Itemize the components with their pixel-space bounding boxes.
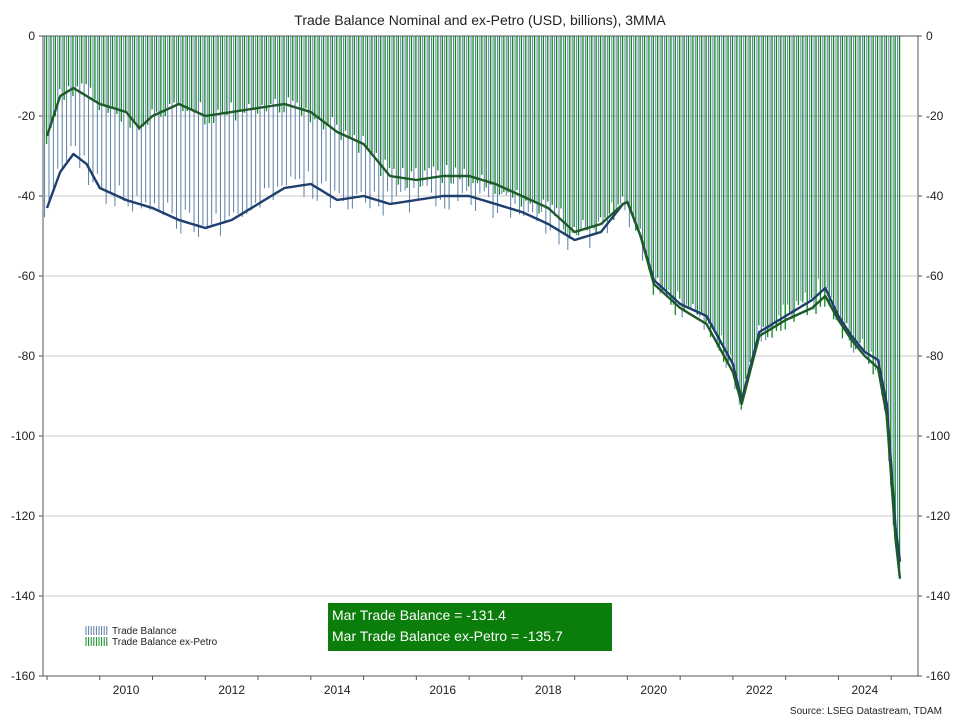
y-tick-label-right: -120 — [926, 509, 950, 523]
y-tick-label-right: -160 — [926, 669, 950, 683]
legend-swatch-trade-balance-ex-petro — [85, 637, 108, 646]
y-tick-label-right: -140 — [926, 589, 950, 603]
y-tick-label-left: -140 — [11, 589, 35, 603]
y-tick-label-left: -80 — [18, 349, 36, 363]
x-tick-label: 2016 — [429, 683, 456, 697]
y-tick-label-right: 0 — [926, 29, 933, 43]
chart-title: Trade Balance Nominal and ex-Petro (USD,… — [294, 12, 666, 28]
source-note: Source: LSEG Datastream, TDAM — [790, 706, 942, 717]
plot-area: 0 0 -20 -20 -40 -40 -60 -60 -80 -80 -100 -100 -120 -1… — [11, 29, 950, 697]
y-tick-label-left: -20 — [18, 109, 36, 123]
x-tick-label: 2010 — [113, 683, 140, 697]
legend-item-trade-balance: Trade Balance — [85, 626, 177, 637]
annotation-line-trade-balance: Mar Trade Balance = -131.4 — [332, 607, 506, 623]
y-tick-label-right: -100 — [926, 429, 950, 443]
x-tick-label: 2012 — [218, 683, 245, 697]
x-tick-label: 2024 — [851, 683, 878, 697]
y-tick-label-right: -80 — [926, 349, 944, 363]
legend-label-trade-balance-ex-petro: Trade Balance ex-Petro — [112, 637, 218, 648]
y-tick-label-left: -60 — [18, 269, 36, 283]
y-tick-label-left: 0 — [28, 29, 35, 43]
bars-trade-balance-ex-petro — [45, 36, 901, 569]
x-tick-label: 2020 — [640, 683, 667, 697]
legend-label-trade-balance: Trade Balance — [112, 626, 177, 637]
annotation-line-trade-balance-ex-petro: Mar Trade Balance ex-Petro = -135.7 — [332, 628, 563, 644]
legend-item-trade-balance-ex-petro: Trade Balance ex-Petro — [85, 637, 218, 648]
y-tick-label-right: -60 — [926, 269, 944, 283]
line-trade-balance-ex-petro — [45, 86, 902, 579]
y-tick-label-left: -100 — [11, 429, 35, 443]
x-tick-label: 2018 — [535, 683, 562, 697]
bars-trade-balance — [44, 36, 899, 549]
y-tick-label-right: -40 — [926, 189, 944, 203]
y-tick-label-left: -160 — [11, 669, 35, 683]
y-tick-label-right: -20 — [926, 109, 944, 123]
x-tick-label: 2022 — [746, 683, 773, 697]
annotation-box: Mar Trade Balance = -131.4 Mar Trade Bal… — [328, 603, 612, 651]
legend: Trade Balance Trade Balance ex-Petro — [85, 626, 218, 648]
legend-swatch-trade-balance — [85, 626, 108, 635]
y-tick-label-left: -40 — [18, 189, 36, 203]
y-tick-label-left: -120 — [11, 509, 35, 523]
x-tick-label: 2014 — [324, 683, 351, 697]
